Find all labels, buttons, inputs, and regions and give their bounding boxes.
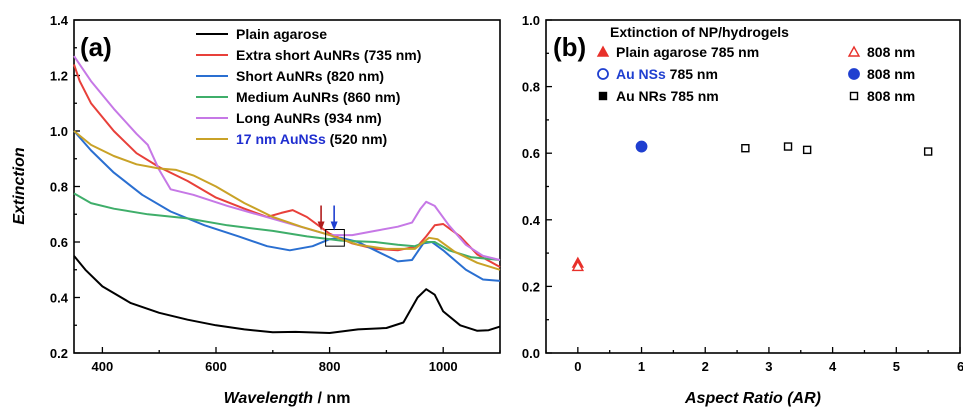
data-point-2-0 bbox=[635, 140, 648, 153]
y-tick-label-0.0: 0.0 bbox=[522, 346, 540, 361]
panel-b-x-ticks: 0 1 2 3 4 5 6 bbox=[545, 347, 963, 374]
series-line-0 bbox=[73, 255, 501, 334]
legend-label-3-main: 808 nm bbox=[867, 66, 915, 82]
legend-label-5-part-0: 17 nm AuNSs bbox=[236, 131, 326, 147]
legend-label-1: Extra short AuNRs (735 nm) bbox=[236, 47, 421, 63]
y-tick-label-0.8: 0.8 bbox=[522, 80, 540, 95]
legend-label-4: Au NRs 785 nm bbox=[616, 88, 719, 104]
y-tick-label-1.2: 1.2 bbox=[50, 69, 68, 84]
legend-label-5: 17 nm AuNSs (520 nm) bbox=[236, 131, 387, 147]
legend-label-5-main: 808 nm bbox=[867, 88, 915, 104]
data-point-1-0 bbox=[571, 259, 585, 272]
series-line-5 bbox=[73, 130, 501, 271]
legend-label-0-main: Plain agarose 785 nm bbox=[616, 44, 759, 60]
zoom-box bbox=[325, 229, 345, 247]
panel-b-data-points bbox=[571, 140, 933, 272]
legend-label-1-main: 808 nm bbox=[867, 44, 915, 60]
x-tick-label-5: 5 bbox=[893, 359, 900, 374]
data-point-5-2 bbox=[802, 145, 812, 155]
legend-marker-1 bbox=[847, 45, 861, 57]
y-tick-label-0.2: 0.2 bbox=[50, 346, 68, 361]
y-tick-label-1.0: 1.0 bbox=[50, 124, 68, 139]
data-point-5-0 bbox=[741, 144, 750, 153]
panel-b-legend-title: Extinction of NP/hydrogels bbox=[610, 24, 789, 40]
panel-b-label: (b) bbox=[553, 32, 586, 62]
legend-marker-5 bbox=[849, 91, 859, 101]
x-tick-label-400: 400 bbox=[92, 359, 114, 374]
series-line-2 bbox=[73, 130, 501, 282]
x-tick-label-600: 600 bbox=[205, 359, 227, 374]
y-tick-label-0.8: 0.8 bbox=[50, 180, 68, 195]
series-line-4 bbox=[73, 55, 501, 261]
panel-a-y-axis-label: Extinction bbox=[11, 147, 28, 225]
x-tick-label-800: 800 bbox=[319, 359, 341, 374]
panel-b: 0 1 2 3 4 5 6 0.0 0.2 0.4 0.6 0.8 1.0 (b) Aspect Ra… bbox=[522, 13, 963, 407]
panel-a-x-ticks: 400 600 800 1000 bbox=[92, 347, 501, 374]
panel-a-y-ticks: 0.2 0.4 0.6 0.8 1.0 1.2 1.4 bbox=[50, 13, 80, 361]
y-tick-label-0.6: 0.6 bbox=[50, 235, 68, 250]
series-line-1 bbox=[73, 64, 501, 268]
panel-a-annotations bbox=[317, 205, 345, 247]
data-point-5-3 bbox=[923, 147, 933, 156]
data-point-5-1 bbox=[783, 142, 793, 151]
legend-label-2: Short AuNRs (820 nm) bbox=[236, 68, 384, 84]
x-tick-label-4: 4 bbox=[829, 359, 837, 374]
y-tick-label-0.4: 0.4 bbox=[522, 213, 541, 228]
arrow-head-0 bbox=[317, 221, 325, 231]
panel-a: 400 600 800 1000 0.20.40.60.81.01.21.4 (a) … bbox=[11, 13, 501, 407]
legend-label-5: 808 nm bbox=[867, 88, 915, 104]
y-tick-label-1.0: 1.0 bbox=[522, 13, 540, 28]
x-tick-label-1: 1 bbox=[638, 359, 645, 374]
legend-marker-0 bbox=[596, 45, 610, 57]
arrow-head-1 bbox=[330, 221, 338, 231]
y-tick-label-0.2: 0.2 bbox=[522, 279, 540, 294]
panel-b-x-axis-label: Aspect Ratio (AR) bbox=[684, 390, 821, 407]
legend-label-2-suffix: 785 nm bbox=[666, 66, 718, 82]
legend-label-0: Plain agarose bbox=[236, 26, 327, 42]
legend-marker-4 bbox=[598, 91, 608, 101]
legend-label-2: Au NSs 785 nm bbox=[616, 66, 718, 82]
y-tick-label-1.4: 1.4 bbox=[50, 13, 69, 28]
legend-marker-2 bbox=[597, 68, 609, 80]
legend-marker-3 bbox=[848, 68, 860, 80]
legend-label-2-main: Au NSs bbox=[616, 66, 666, 82]
panel-a-legend: Plain agarose Extra short AuNRs (735 nm) S… bbox=[196, 26, 421, 147]
panel-a-x-axis-label-main: Wavelength bbox=[224, 390, 314, 407]
legend-label-0: Plain agarose 785 nm bbox=[616, 44, 759, 60]
y-tick-label-0.6: 0.6 bbox=[522, 146, 540, 161]
y-tick-label-0.4: 0.4 bbox=[50, 291, 69, 306]
legend-label-4-main: Au NRs 785 nm bbox=[616, 88, 719, 104]
legend-label-1: 808 nm bbox=[867, 44, 915, 60]
legend-label-3: Medium AuNRs (860 nm) bbox=[236, 89, 400, 105]
panel-b-y-ticks: 0.0 0.2 0.4 0.6 0.8 1.0 bbox=[522, 13, 552, 361]
panel-a-x-axis-label-unit: / nm bbox=[313, 390, 350, 407]
panel-a-label: (a) bbox=[80, 32, 112, 62]
x-tick-label-0: 0 bbox=[574, 359, 581, 374]
x-tick-label-3: 3 bbox=[765, 359, 772, 374]
legend-label-5-part-1: (520 nm) bbox=[326, 131, 387, 147]
x-tick-label-1000: 1000 bbox=[429, 359, 458, 374]
x-tick-label-6: 6 bbox=[957, 359, 963, 374]
panel-a-x-axis-label: Wavelength / nm bbox=[224, 390, 351, 407]
panel-b-legend: Plain agarose 785 nm 808 nm Au NSs 785 nm 8… bbox=[596, 44, 915, 104]
x-tick-label-2: 2 bbox=[702, 359, 709, 374]
panel-a-series-lines bbox=[73, 55, 501, 334]
legend-label-3: 808 nm bbox=[867, 66, 915, 82]
series-line-3 bbox=[73, 192, 501, 261]
legend-label-4: Long AuNRs (934 nm) bbox=[236, 110, 382, 126]
